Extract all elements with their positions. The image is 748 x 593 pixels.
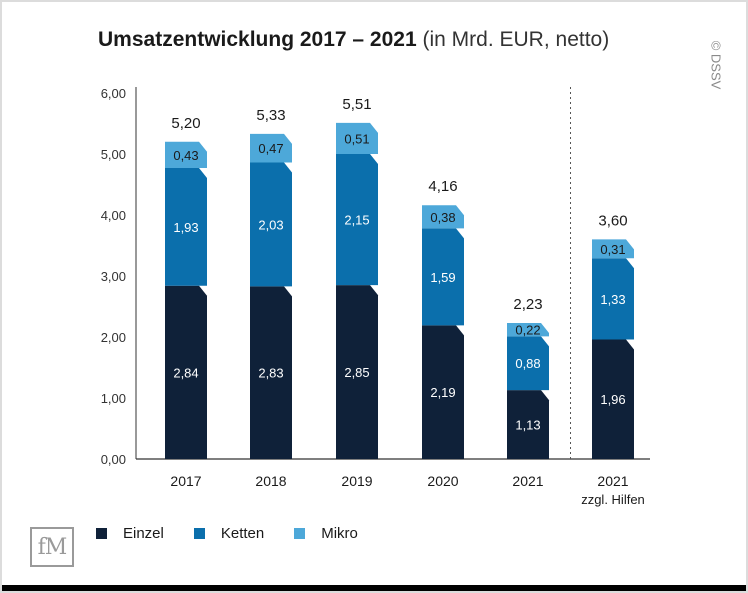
segment-value-label: 1,59 [430,270,455,285]
bar-segment-ketten [336,154,378,286]
legend-swatch [96,528,107,539]
fm-logo-text: fM [37,534,68,560]
chart-title: Umsatzentwicklung 2017 – 2021 (in Mrd. E… [98,28,609,52]
total-value-label: 4,16 [428,178,457,195]
y-tick-label: 1,00 [101,391,126,406]
segment-value-label: 1,96 [600,392,625,407]
chart-title-main: Umsatzentwicklung 2017 – 2021 [98,28,417,51]
x-tick-label: 2021 [597,473,628,489]
legend-swatch [294,528,306,539]
total-value-label: 5,51 [342,96,371,113]
y-tick-label: 2,00 [101,330,126,345]
bar-segment-einzel [250,286,292,459]
segment-value-label: 0,31 [600,242,625,257]
total-value-label: 5,20 [171,115,200,132]
bottom-bar [2,585,746,591]
segment-value-label: 2,84 [173,365,198,380]
segment-value-label: 0,51 [344,131,369,146]
fm-logo: fM [30,527,74,567]
bar-segment-mikro [592,239,634,259]
legend-swatch [193,528,205,539]
bar-segment-einzel [422,325,464,459]
segment-value-label: 0,22 [515,323,540,338]
segment-value-label: 1,33 [600,292,625,307]
total-value-label: 2,23 [513,296,542,313]
segment-value-label: 0,43 [173,148,198,163]
chart-legend: Einzel Ketten Mikro [96,525,388,542]
legend-item-mikro: Mikro [294,525,358,542]
bar-segment-einzel [592,339,634,459]
legend-label: Mikro [321,525,358,542]
bar-segment-mikro [507,322,549,337]
segment-value-label: 0,88 [515,356,540,371]
segment-value-label: 2,15 [344,213,369,228]
segment-value-label: 2,03 [258,217,283,232]
x-tick-label: 2017 [170,473,201,489]
y-tick-label: 3,00 [101,269,126,284]
bar-segment-ketten [250,162,292,287]
segment-value-label: 0,47 [258,141,283,156]
bar-segment-einzel [336,285,378,459]
x-tick-label: 2019 [341,473,372,489]
segment-value-label: 2,83 [258,366,283,381]
bar-segment-mikro [422,205,464,229]
y-tick-label: 4,00 [101,208,126,223]
bar-segment-ketten [507,336,549,391]
y-tick-label: 6,00 [101,86,126,101]
y-tick-label: 5,00 [101,147,126,162]
x-tick-label: 2020 [427,473,458,489]
segment-value-label: 1,13 [515,418,540,433]
total-value-label: 5,33 [256,107,285,124]
segment-value-label: 2,85 [344,365,369,380]
bar-segment-ketten [422,228,464,326]
total-value-label: 3,60 [598,212,627,229]
legend-label: Ketten [220,525,265,542]
bar-segment-mikro [165,141,207,169]
bar-segment-mikro [336,122,378,154]
x-tick-label: 2021 [512,473,543,489]
segment-value-label: 1,93 [173,220,198,235]
bar-segment-einzel [507,390,549,459]
x-tick-label: 2018 [255,473,286,489]
segment-value-label: 2,19 [430,385,455,400]
bar-segment-einzel [165,285,207,459]
bar-segment-mikro [250,133,292,163]
bar-segment-ketten [592,258,634,340]
y-tick-label: 0,00 [101,452,126,467]
x-tick-label: zzgl. Hilfen [581,492,645,507]
legend-item-ketten: Ketten [193,525,265,542]
segment-value-label: 0,38 [430,210,455,225]
chart-title-unit: (in Mrd. EUR, netto) [422,28,610,51]
bar-segment-ketten [165,168,207,286]
legend-label: Einzel [123,525,164,542]
legend-item-einzel: Einzel [96,525,164,542]
